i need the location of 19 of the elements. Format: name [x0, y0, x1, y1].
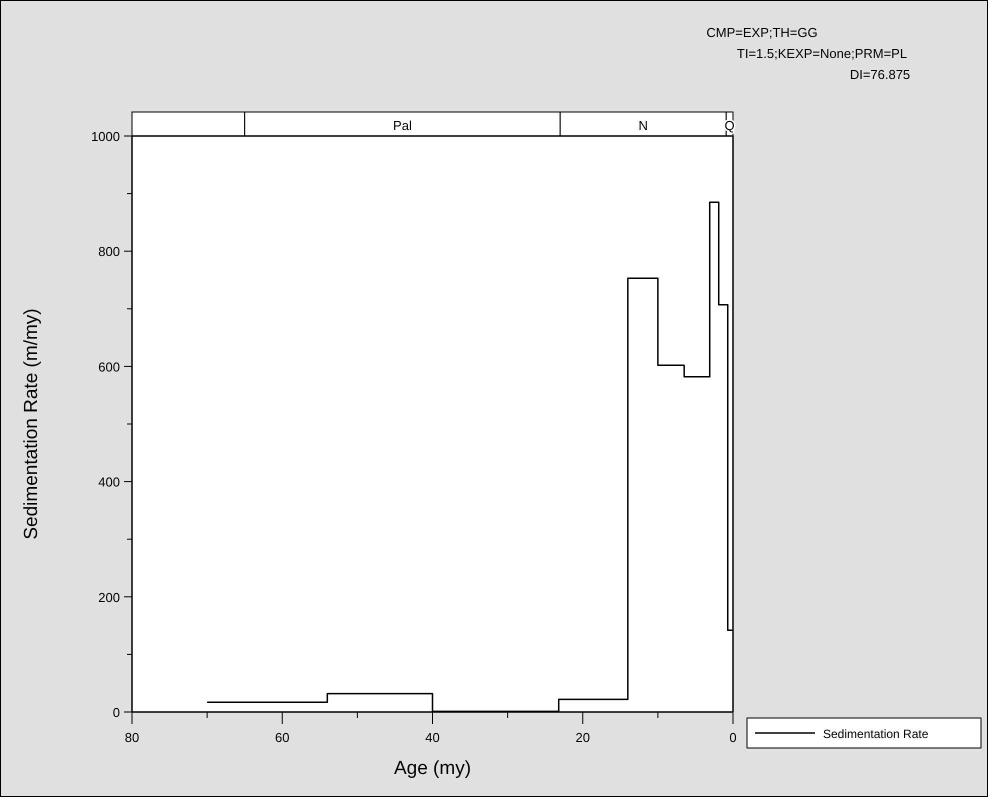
- band-label: N: [638, 118, 648, 133]
- x-axis-title: Age (my): [394, 758, 472, 779]
- band-label: Pal: [393, 118, 412, 133]
- y-tick-label: 800: [98, 244, 120, 260]
- y-tick-label: 1000: [91, 129, 120, 144]
- legend-label: Sedimentation Rate: [823, 727, 929, 741]
- x-tick-label: 60: [275, 730, 290, 745]
- y-tick-label: 0: [112, 705, 120, 720]
- y-axis-title: Sedimentation Rate (m/my): [21, 308, 42, 540]
- text: CMP=EXP;TH=GG: [706, 25, 818, 40]
- x-tick-label: 0: [729, 730, 737, 745]
- y-tick-label: 600: [98, 359, 120, 374]
- y-tick-label: 200: [98, 590, 120, 605]
- x-tick-label: 40: [425, 730, 440, 745]
- y-tick-label: 400: [98, 474, 120, 490]
- text: TI=1.5;KEXP=None;PRM=PL: [736, 46, 908, 61]
- x-tick-label: 20: [576, 730, 590, 745]
- text: DI=76.875: [850, 67, 910, 82]
- x-tick-label: 80: [124, 730, 140, 745]
